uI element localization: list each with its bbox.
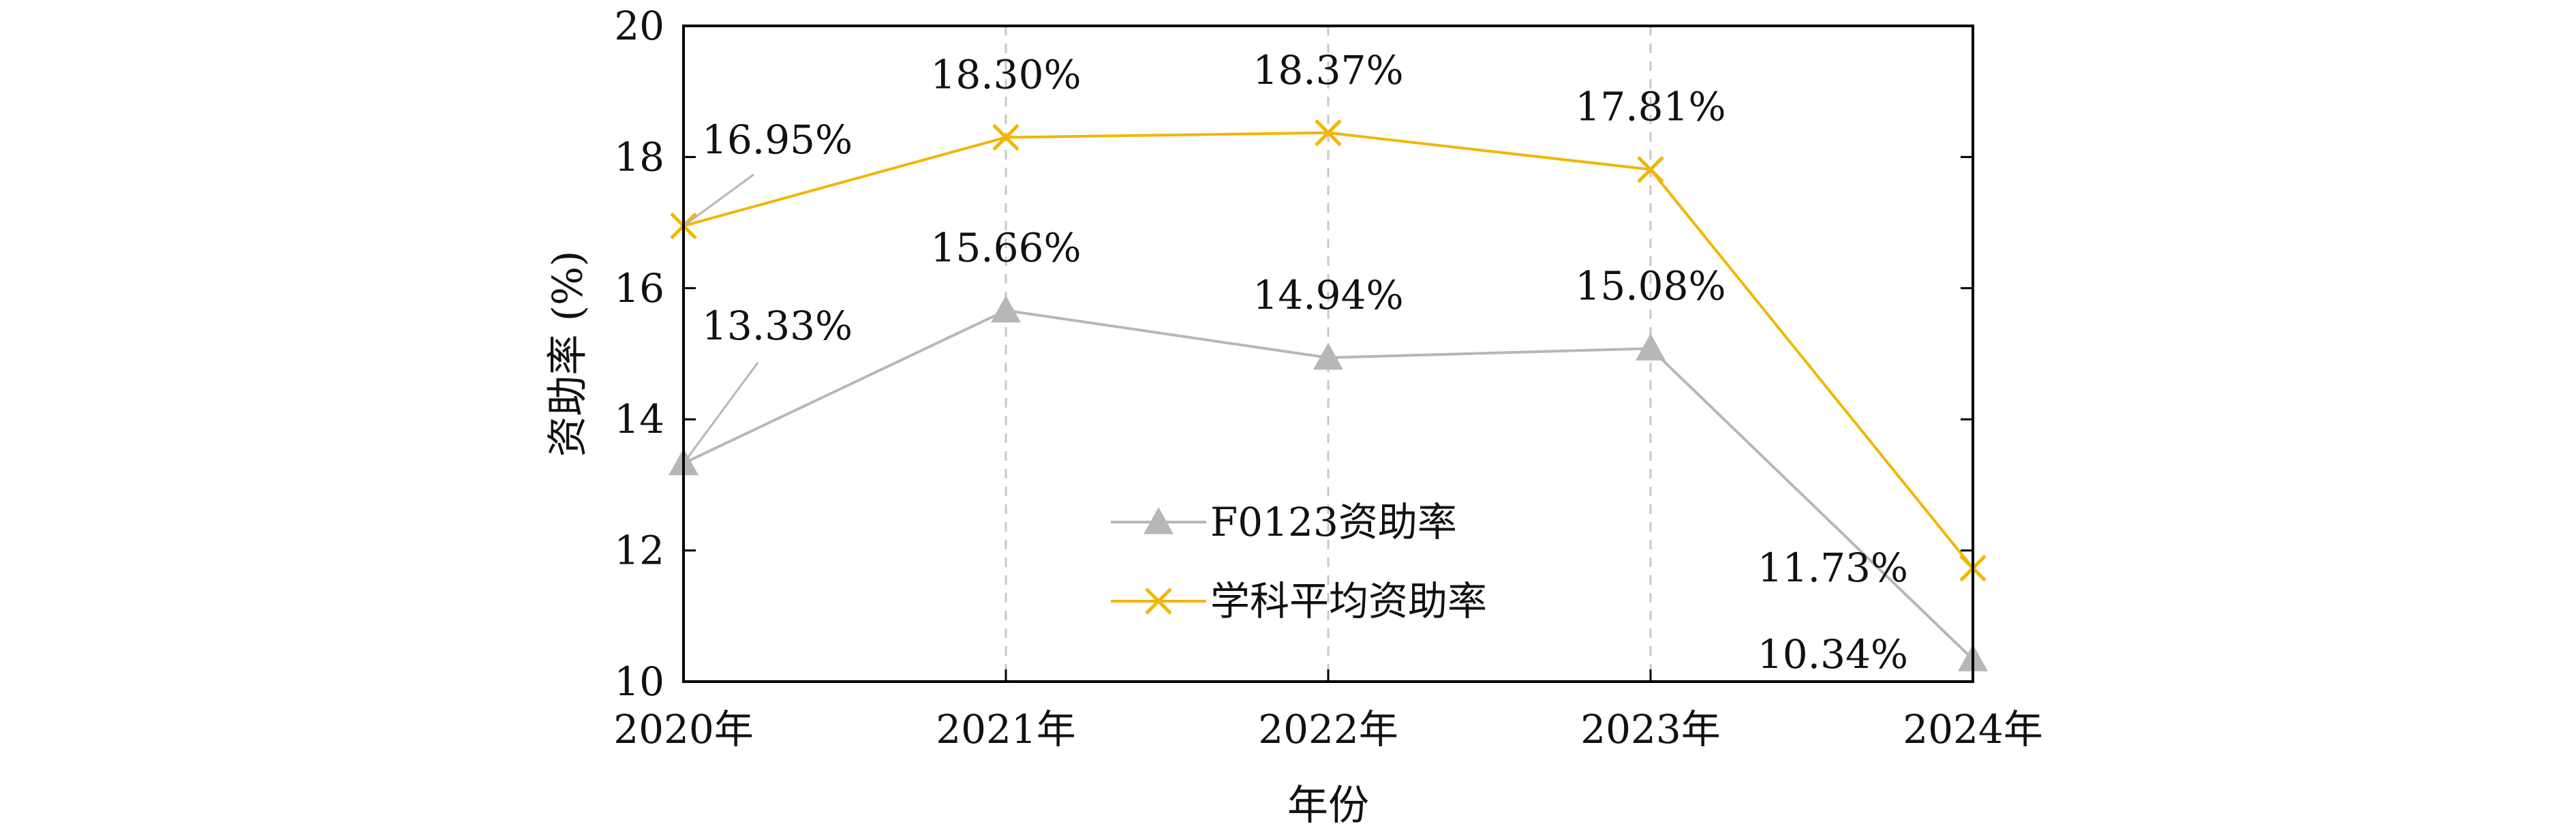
x-axis-title: 年份: [1287, 782, 1369, 830]
y-tick-label: 10: [614, 658, 664, 705]
data-label: 16.95%: [702, 117, 853, 163]
data-point-marker: [1315, 119, 1342, 147]
data-label: 11.73%: [1758, 545, 1908, 591]
y-axis-ticks: 10 12 14 16 18 20: [614, 3, 1973, 705]
legend-label: F0123资助率: [1210, 499, 1457, 545]
x-tick-label: 2024年: [1903, 706, 2043, 752]
y-tick-label: 18: [614, 134, 664, 180]
data-point-marker: [1636, 333, 1666, 361]
data-label: 18.30%: [930, 52, 1081, 98]
x-axis-ticks: 2020年 2021年 2022年 2023年 2024年: [613, 669, 2043, 752]
legend-marker: [1145, 588, 1172, 615]
data-label: 17.81%: [1575, 84, 1726, 130]
legend-marker: [1144, 507, 1174, 534]
x-tick-label: 2022年: [1258, 706, 1398, 752]
y-tick-label: 14: [614, 396, 664, 442]
x-tick-label: 2020年: [613, 706, 754, 752]
series-lines: [669, 119, 1988, 671]
data-label: 10.34%: [1758, 631, 1908, 678]
data-label: 13.33%: [702, 303, 853, 349]
label-leader-line: [682, 362, 759, 464]
legend-label: 学科平均资助率: [1210, 578, 1487, 624]
data-point-marker: [1313, 342, 1343, 370]
x-tick-label: 2021年: [936, 706, 1076, 752]
data-label: 15.66%: [930, 225, 1081, 271]
y-tick-label: 12: [614, 528, 664, 574]
data-point-marker: [992, 123, 1019, 151]
data-label: 14.94%: [1253, 272, 1403, 318]
data-point-marker: [991, 295, 1021, 323]
y-axis-title: 资助率 (%): [545, 251, 592, 457]
data-label: 15.08%: [1575, 262, 1726, 309]
x-tick-label: 2023年: [1580, 706, 1721, 752]
data-label: 18.37%: [1253, 47, 1403, 93]
label-leader-line: [683, 173, 754, 227]
data-point-marker: [1637, 155, 1664, 183]
y-tick-label: 16: [614, 265, 664, 311]
data-labels: 13.33% 15.66% 14.94% 15.08% 10.34% 16.95% 18.3…: [682, 47, 1908, 678]
y-tick-label: 20: [614, 3, 664, 49]
